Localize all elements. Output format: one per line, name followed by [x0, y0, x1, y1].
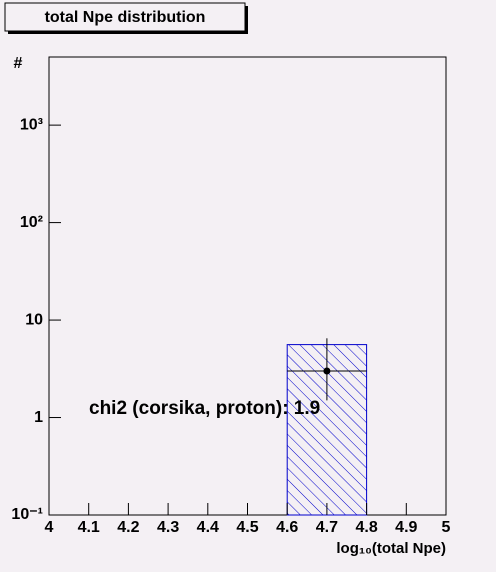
x-tick-label: 4.7: [316, 519, 338, 536]
x-tick-label: 4.3: [157, 519, 179, 536]
x-tick-label: 4.8: [355, 519, 377, 536]
x-tick-label: 4.2: [117, 519, 139, 536]
y-tick-label: 1: [34, 409, 43, 426]
y-axis-label: #: [14, 55, 23, 72]
x-tick-label: 4.6: [276, 519, 298, 536]
x-tick-label: 4.5: [236, 519, 258, 536]
y-tick-label: 10⁻¹: [11, 506, 43, 523]
annotation: chi2 (corsika, proton): 1.9: [89, 398, 320, 419]
chart-title: total Npe distribution: [45, 9, 206, 26]
x-tick-label: 4.4: [197, 519, 219, 536]
x-tick-label: 4.1: [78, 519, 100, 536]
title-box: [4, 2, 246, 32]
x-axis-label: log₁₀(total Npe): [336, 540, 446, 557]
x-tick-label: 5: [442, 519, 451, 536]
y-tick-label: 10: [25, 311, 43, 328]
x-tick-label: 4.9: [395, 519, 417, 536]
y-tick-label: 10³: [20, 116, 43, 133]
data-point: [323, 367, 331, 375]
x-tick-label: 4: [45, 519, 54, 536]
y-tick-label: 10²: [20, 214, 43, 231]
